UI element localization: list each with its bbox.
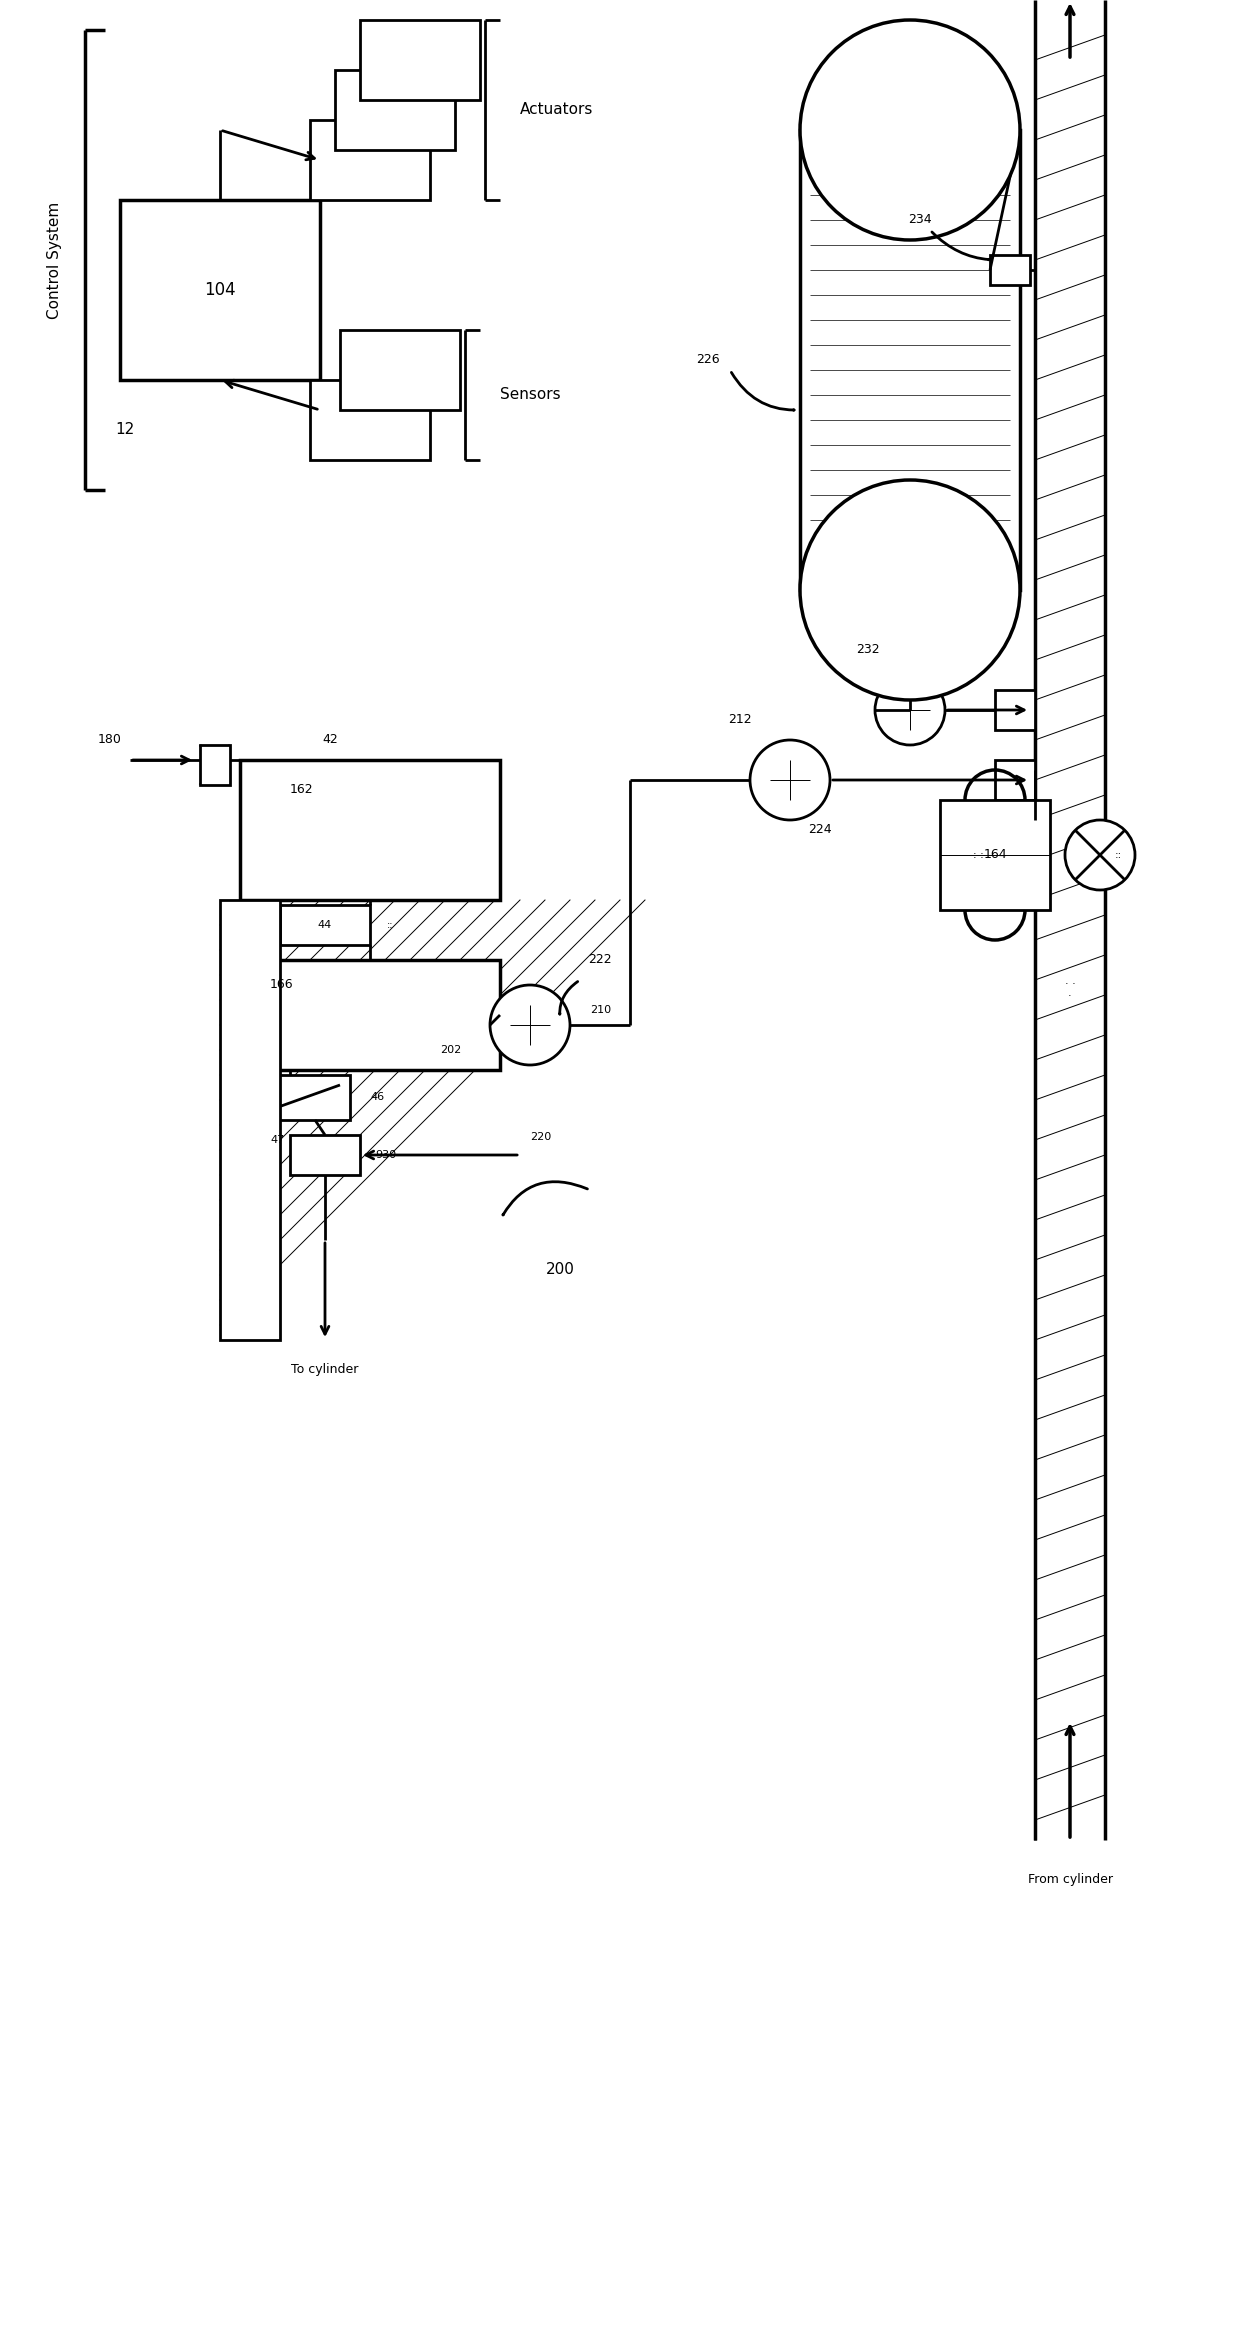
Bar	[280, 906, 370, 945]
Text: 202: 202	[440, 1046, 461, 1055]
Text: 46: 46	[370, 1093, 384, 1102]
Bar	[200, 744, 229, 784]
Circle shape	[800, 21, 1021, 241]
Circle shape	[1065, 819, 1135, 889]
Text: ::: ::	[1115, 849, 1122, 861]
Text: 220: 220	[529, 1133, 552, 1142]
Text: 12: 12	[115, 424, 134, 438]
Text: 234: 234	[908, 213, 931, 227]
Circle shape	[800, 480, 1021, 700]
Bar	[260, 1074, 350, 1121]
Circle shape	[750, 739, 830, 819]
Text: 164: 164	[983, 849, 1007, 861]
Text: 47: 47	[270, 1135, 284, 1144]
Bar	[335, 70, 455, 150]
Text: To cylinder: To cylinder	[291, 1364, 358, 1376]
Text: 930: 930	[374, 1149, 396, 1161]
FancyArrowPatch shape	[932, 232, 990, 260]
Text: From cylinder: From cylinder	[1028, 1874, 1112, 1886]
Circle shape	[875, 674, 945, 744]
Bar	[120, 199, 320, 379]
Text: 222: 222	[588, 952, 611, 966]
Bar	[994, 690, 1035, 730]
Bar	[340, 330, 460, 409]
FancyArrowPatch shape	[503, 1182, 588, 1214]
Bar	[310, 119, 430, 199]
Text: 104: 104	[205, 281, 236, 300]
Text: 224: 224	[808, 824, 832, 835]
Bar	[994, 760, 1035, 800]
Text: · ·
·: · · ·	[1065, 978, 1075, 1002]
Text: 166: 166	[270, 978, 294, 992]
Bar	[940, 800, 1050, 910]
Text: 44: 44	[317, 920, 332, 929]
Bar	[800, 131, 1021, 590]
Text: 210: 210	[590, 1004, 611, 1016]
Bar	[241, 760, 500, 901]
Bar	[241, 959, 500, 1069]
FancyArrowPatch shape	[732, 372, 794, 410]
Text: : :: : :	[966, 849, 983, 861]
Text: 200: 200	[546, 1264, 574, 1278]
Text: 42: 42	[322, 732, 337, 746]
Text: 232: 232	[857, 644, 880, 658]
Bar	[990, 255, 1030, 285]
FancyArrowPatch shape	[559, 980, 578, 1013]
Text: 180: 180	[98, 732, 122, 746]
Text: Sensors: Sensors	[500, 388, 560, 402]
Text: 162: 162	[290, 784, 314, 796]
Bar	[219, 901, 280, 1341]
Text: Actuators: Actuators	[520, 103, 594, 117]
Bar	[290, 1135, 360, 1175]
Bar	[360, 21, 480, 101]
Text: 212: 212	[728, 714, 751, 725]
Bar	[310, 379, 430, 461]
Text: ::: ::	[387, 920, 393, 929]
Circle shape	[490, 985, 570, 1065]
Text: 226: 226	[697, 353, 720, 367]
Text: Control System: Control System	[47, 201, 62, 318]
